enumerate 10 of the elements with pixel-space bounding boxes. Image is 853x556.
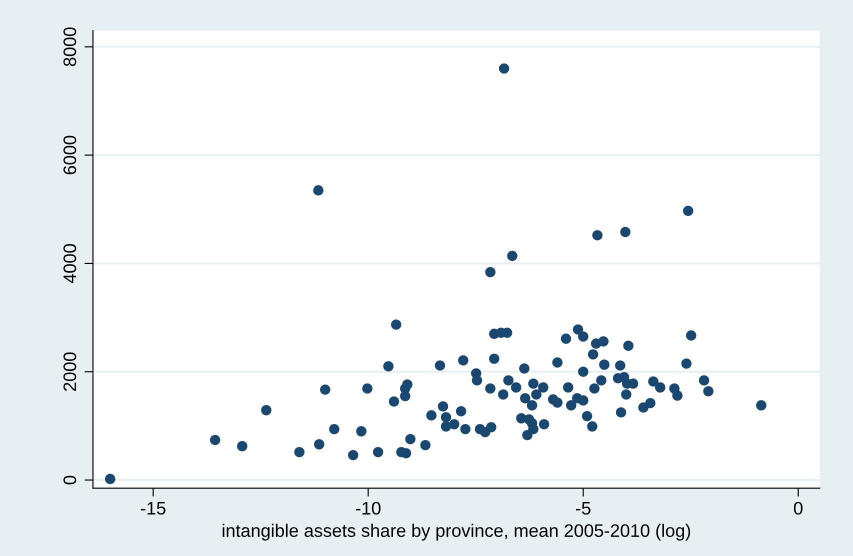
y-tick-label: 2000: [63, 352, 76, 391]
y-tick-label: 8000: [63, 27, 76, 66]
x-tick-label: 0: [794, 502, 803, 515]
x-tick-label: -5: [576, 502, 590, 515]
y-tick-label: 0: [63, 476, 76, 484]
x-axis-title: intangible assets share by province, mean 2005-2010 (log): [222, 524, 690, 541]
x-tick-label: -10: [356, 502, 381, 515]
y-tick-label: 6000: [63, 136, 76, 174]
x-tick-label: -15: [140, 502, 166, 515]
y-tick-label: 4000: [63, 244, 76, 284]
